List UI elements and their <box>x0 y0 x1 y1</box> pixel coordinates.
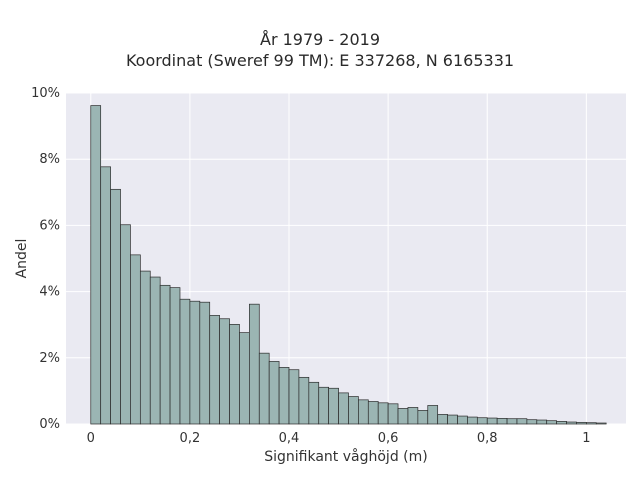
histogram-bar <box>90 105 102 425</box>
histogram-bar <box>348 396 359 425</box>
histogram-bar <box>496 418 508 425</box>
histogram-bar <box>367 401 379 425</box>
y-tick-label: 2% <box>39 351 60 366</box>
histogram-bar <box>486 417 498 425</box>
y-tick-label: 10% <box>31 86 60 101</box>
x-tick-label: 0,4 <box>279 431 300 446</box>
histogram-bar <box>219 318 230 425</box>
histogram-bar <box>278 367 290 425</box>
histogram-bar <box>100 166 111 425</box>
histogram-bar <box>536 419 548 425</box>
histogram-bar <box>159 284 171 425</box>
x-axis-ticks: 0 0,2 0,4 0,6 0,8 1 <box>87 431 591 446</box>
histogram-bar <box>417 410 429 425</box>
chart-title: År 1979 - 2019 <box>260 30 380 49</box>
histogram-bar <box>149 276 161 425</box>
x-tick-label: 0,8 <box>477 431 498 446</box>
histogram-bar <box>586 422 597 425</box>
x-tick-label: 0,6 <box>378 431 399 446</box>
histogram-bar <box>308 381 320 425</box>
histogram-bar <box>377 402 389 425</box>
histogram-bar <box>288 369 300 425</box>
y-tick-label: 8% <box>39 152 60 167</box>
histogram-bar <box>169 287 181 425</box>
histogram-bar <box>467 416 478 425</box>
histogram-bar <box>595 422 607 425</box>
histogram-bar <box>576 421 587 425</box>
histogram-bar <box>397 408 409 425</box>
histogram-bar <box>407 407 419 425</box>
histogram-bar <box>506 418 518 425</box>
histogram-bar <box>179 298 191 425</box>
histogram-bar <box>139 270 151 425</box>
histogram-bar <box>358 399 369 425</box>
histogram-bar <box>199 301 211 425</box>
histogram-bar <box>110 188 121 425</box>
y-tick-label: 4% <box>39 285 60 300</box>
x-tick-label: 1 <box>582 431 590 446</box>
histogram-bar <box>120 224 131 425</box>
histogram-bar <box>209 315 220 425</box>
histogram-bar <box>318 386 330 425</box>
histogram-bar <box>457 415 468 425</box>
histogram-bar <box>189 300 201 425</box>
histogram-bar <box>229 324 240 425</box>
histogram-bar <box>328 387 339 425</box>
histogram-bar <box>447 414 458 425</box>
histogram-bar <box>526 419 538 425</box>
x-tick-label: 0 <box>87 431 95 446</box>
y-axis-ticks: 0% 2% 4% 6% 8% 10% <box>31 86 60 432</box>
histogram-bar <box>130 254 141 425</box>
chart-subtitle: Koordinat (Sweref 99 TM): E 337268, N 61… <box>125 51 515 70</box>
histogram-bar <box>298 376 310 425</box>
histogram-bar <box>546 420 557 425</box>
histogram-bar <box>566 421 577 425</box>
histogram-bar <box>249 303 260 425</box>
x-axis-label: Signifikant våghöjd (m) <box>264 448 427 465</box>
y-axis-label: Andel <box>14 239 30 279</box>
histogram-bar <box>338 392 349 425</box>
histogram-bar <box>556 421 567 425</box>
histogram-bar <box>427 405 439 425</box>
histogram-bar <box>258 352 270 425</box>
y-tick-label: 6% <box>39 218 60 233</box>
bars <box>90 105 607 425</box>
histogram-bar <box>268 361 280 425</box>
histogram-bar <box>387 403 399 425</box>
x-tick-label: 0,2 <box>180 431 201 446</box>
histogram-bar <box>437 414 448 425</box>
histogram-bar <box>516 418 528 425</box>
histogram-bar <box>239 332 250 425</box>
histogram-bar <box>476 417 488 425</box>
y-tick-label: 0% <box>39 417 60 432</box>
